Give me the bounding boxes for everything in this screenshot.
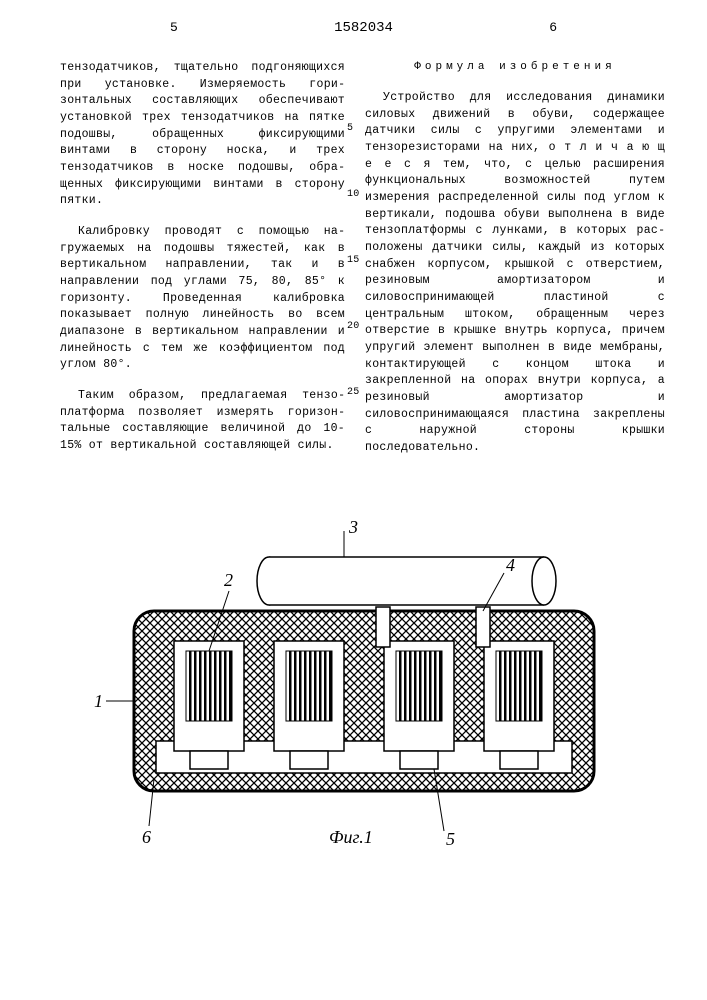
- figure-1: 3 4 2 1 6 5 Фиг.1: [60, 511, 667, 911]
- column-number-left: 5: [170, 20, 178, 35]
- left-column: тензодатчиков, тщательно подгоняющих­ся …: [60, 60, 345, 471]
- line-number: 25: [347, 386, 360, 401]
- formula-title: Формула изобретения: [365, 60, 665, 76]
- figure-caption: Фиг.1: [329, 827, 373, 847]
- right-column: 5 10 15 20 25 Формула изобретения Устрой…: [365, 60, 665, 471]
- paragraph: Калибровку проводят с помощью на­гружаем…: [60, 224, 345, 374]
- figure-label-6: 6: [142, 827, 151, 847]
- figure-label-5: 5: [446, 829, 455, 849]
- figure-label-2: 2: [224, 570, 233, 590]
- line-number: 20: [347, 320, 360, 335]
- line-number: 15: [347, 254, 360, 269]
- paragraph: тензодатчиков, тщательно подгоняющих­ся …: [60, 60, 345, 210]
- column-number-right: 6: [549, 20, 557, 35]
- figure-label-3: 3: [348, 517, 358, 537]
- patent-number: 1582034: [334, 20, 393, 36]
- line-number: 5: [347, 122, 353, 137]
- figure-label-1: 1: [94, 691, 103, 711]
- figure-label-4: 4: [506, 555, 515, 575]
- line-number: 10: [347, 188, 360, 203]
- paragraph: Устройство для исследования дина­мики си…: [365, 90, 665, 457]
- paragraph: Таким образом, предлагаемая тензо­платфо…: [60, 388, 345, 455]
